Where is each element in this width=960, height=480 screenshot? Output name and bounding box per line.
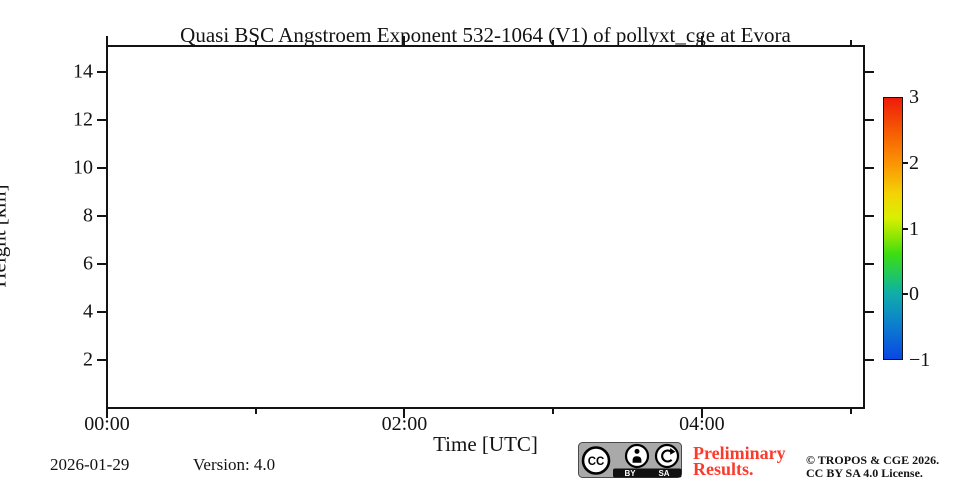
y-axis-tick <box>97 166 106 169</box>
y-axis-tick-label: 4 <box>83 300 93 323</box>
y-axis-tick-right <box>865 166 874 169</box>
badge-by-label: BY <box>624 469 636 478</box>
y-axis-tick-label: 6 <box>83 252 93 275</box>
y-axis-tick-right <box>865 214 874 217</box>
y-axis-tick-label: 2 <box>83 348 93 371</box>
x-axis-tick-top <box>403 36 406 45</box>
x-axis-tick <box>403 409 406 418</box>
colorbar-tick <box>903 227 908 230</box>
colorbar-tick-label: 0 <box>909 283 919 306</box>
x-axis-tick <box>552 409 555 414</box>
x-axis-label: Time [UTC] <box>433 432 538 456</box>
x-axis-tick-top <box>552 40 555 45</box>
x-axis-tick <box>106 409 108 418</box>
y-axis-tick <box>97 214 106 217</box>
y-axis-tick-right <box>865 262 874 265</box>
footer-version: Version: 4.0 <box>193 455 276 474</box>
y-axis-tick-label: 12 <box>73 108 93 131</box>
x-axis-tick <box>254 409 257 414</box>
y-axis-tick <box>97 358 106 361</box>
x-axis-tick-top <box>700 36 703 45</box>
x-axis-tick-top <box>849 40 852 45</box>
plot-title: Quasi BSC Angstroem Exponent 532-1064 (V… <box>180 23 791 47</box>
cc-license-badge: BY SA CC <box>578 442 682 478</box>
sa-arrow-icon <box>654 443 680 469</box>
y-axis-tick <box>97 118 106 121</box>
y-axis-tick <box>97 70 106 73</box>
preliminary-line2: Results. <box>693 459 754 479</box>
x-axis-tick <box>700 409 703 418</box>
copyright-line2: CC BY SA 4.0 License. <box>806 465 923 480</box>
plot-area <box>106 45 865 409</box>
y-axis-tick <box>97 310 106 313</box>
y-axis-tick-right <box>865 358 874 361</box>
svg-text:CC: CC <box>588 456 605 468</box>
y-axis-tick-label: 10 <box>73 156 93 179</box>
colorbar-tick-label: 1 <box>909 217 919 240</box>
copyright-line1: © TROPOS & CGE 2026. <box>806 453 940 467</box>
x-axis-tick-label: 04:00 <box>679 413 725 435</box>
x-axis-tick-label: 00:00 <box>84 413 130 435</box>
copyright-note: © TROPOS & CGE 2026. CC BY SA 4.0 Licens… <box>806 454 939 479</box>
y-axis-tick-right <box>865 310 874 313</box>
by-person-icon <box>624 443 650 469</box>
colorbar <box>883 97 903 360</box>
colorbar-tick-label: 2 <box>909 151 919 174</box>
y-axis-tick-right <box>865 118 874 121</box>
x-axis-tick-top <box>106 36 108 45</box>
x-axis-tick <box>849 409 852 414</box>
preliminary-line1: Preliminary <box>693 443 786 463</box>
y-axis-tick <box>97 262 106 265</box>
y-axis-tick-right <box>865 70 874 73</box>
badge-sa-label: SA <box>658 469 669 478</box>
y-axis-tick-label: 14 <box>73 60 93 83</box>
colorbar-tick <box>903 293 908 296</box>
colorbar-tick-label: −1 <box>909 349 931 371</box>
x-axis-tick-top <box>254 40 257 45</box>
y-axis-label: Height [km] <box>0 184 11 288</box>
cc-icon: CC <box>581 446 611 475</box>
badge-bottom-strip <box>613 468 682 478</box>
colorbar-tick <box>903 161 908 164</box>
preliminary-results-note: Preliminary Results. <box>693 443 786 479</box>
colorbar-tick-label: 3 <box>909 86 919 108</box>
footer-date: 2026-01-29 <box>50 455 130 474</box>
y-axis-tick-label: 8 <box>83 204 93 227</box>
x-axis-tick-label: 02:00 <box>381 413 428 435</box>
